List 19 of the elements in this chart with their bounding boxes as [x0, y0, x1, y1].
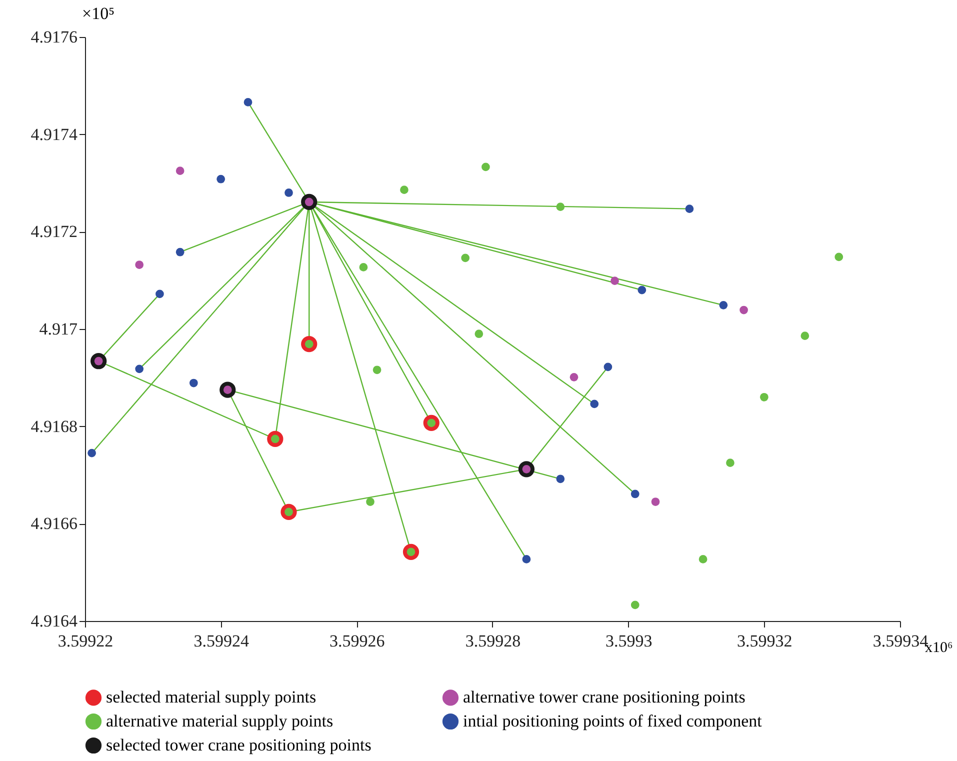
x-tick-label: 3.59926 [330, 632, 385, 650]
x-tick-label: 3.59928 [465, 632, 521, 650]
text: ×10⁵ [82, 4, 115, 24]
legend-label: alternative tower crane positioning points [463, 688, 746, 707]
x-tick-label: 3.59932 [737, 632, 792, 650]
legend-label: selected tower crane positioning points [106, 736, 372, 754]
y-tick-label: 4.9166 [30, 514, 78, 534]
legend-label: selected material supply points [106, 688, 316, 707]
x-tick-label: 3.59922 [58, 632, 114, 650]
legend-label: intial positioning points of fixed component [463, 712, 762, 730]
y-tick-label: 4.9164 [30, 612, 78, 630]
y-tick-label: 4.9174 [30, 124, 78, 144]
y-tick-label: 4.9176 [30, 28, 78, 46]
x-tick-label: 3.59924 [194, 632, 250, 650]
y-tick-label: 4.9172 [30, 222, 78, 242]
x-tick-label: 3.5993 [605, 632, 652, 650]
y-tick-label: 4.917 [39, 320, 78, 338]
y-tick-label: 4.9168 [30, 416, 78, 436]
legend-label: alternative material supply points [106, 712, 334, 730]
